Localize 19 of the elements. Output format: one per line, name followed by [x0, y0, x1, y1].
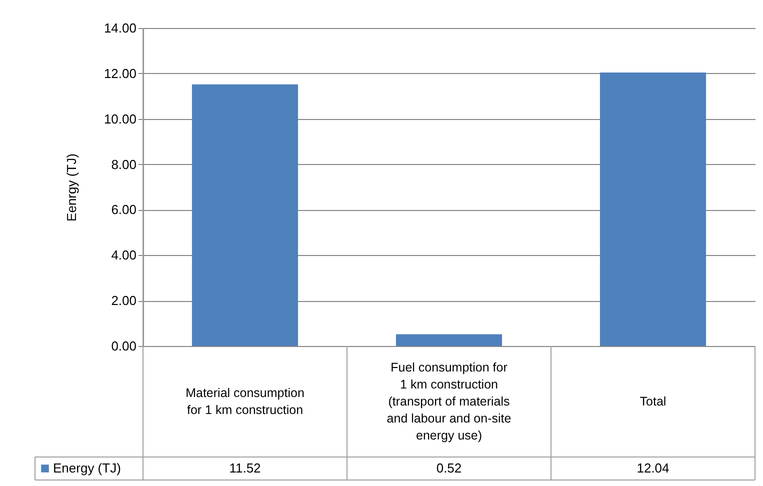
- bar: [396, 334, 502, 346]
- y-tick-label: 8.00: [111, 156, 136, 172]
- y-axis-title: Eenrgy (TJ): [64, 154, 79, 222]
- data-label: 12.04: [636, 460, 670, 476]
- y-tick-label: 14.00: [104, 20, 136, 36]
- legend-label: Energy (TJ): [53, 460, 121, 476]
- bar: [600, 72, 706, 346]
- x-tick-label: Material consumption for 1 km construction: [186, 386, 304, 417]
- data-label: 0.52: [436, 460, 462, 476]
- y-tick-label: 10.00: [104, 111, 136, 126]
- data-label: 11.52: [229, 460, 261, 476]
- y-tick-label: 4.00: [111, 248, 136, 263]
- y-tick-label: 2.00: [111, 293, 136, 308]
- y-tick-label: 0.00: [111, 338, 136, 354]
- y-tick-label: 6.00: [111, 202, 136, 218]
- x-tick-label: Fuel consumption for 1 km construction (transport of materials and labour and on-site energy use): [386, 360, 512, 442]
- y-tick-label: 12.00: [104, 66, 136, 81]
- bar: [192, 84, 298, 346]
- x-tick-label: Total: [640, 394, 666, 408]
